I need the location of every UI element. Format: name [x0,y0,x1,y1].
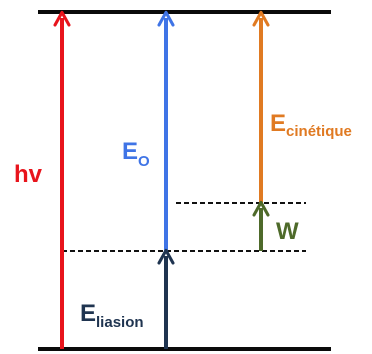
ekinetic-label: Ecinétique [270,110,352,140]
e0-label: EO [122,138,150,170]
eliaison-label-subscript: liasion [96,314,144,331]
hv-label: hv [14,161,43,188]
e0-label-main: E [122,138,138,165]
eliaison-label-main: E [80,300,96,327]
eliaison-label: Eliasion [80,300,144,331]
e0-label-subscript: O [138,153,150,170]
ekinetic-label-subscript: cinétique [286,123,352,140]
ekinetic-label-main: E [270,110,286,137]
w-label: W [276,218,299,245]
